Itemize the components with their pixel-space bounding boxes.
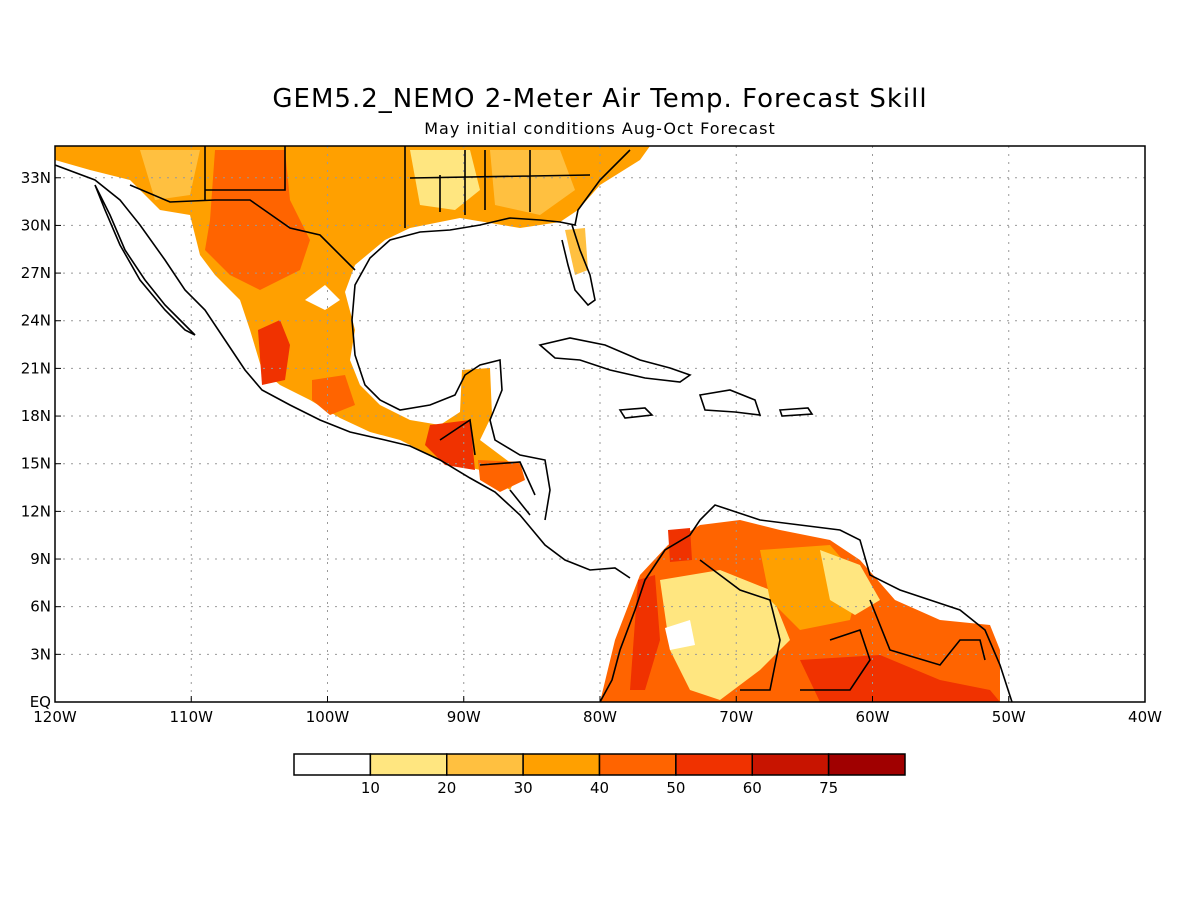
coast-south-america (599, 504, 1013, 702)
x-tick-label: 100W (306, 708, 350, 726)
skill-region-white-1 (305, 285, 340, 310)
color-bar-swatch (293, 753, 372, 776)
border-south-america (699, 559, 986, 691)
skill-region-mexico-high-3 (312, 375, 355, 415)
skill-region-pale-3 (140, 150, 200, 200)
coast-hispaniola (698, 389, 762, 416)
y-tick-label: 33N (21, 169, 51, 187)
color-bar-swatch (751, 753, 830, 776)
border-us-mexico (129, 184, 356, 271)
grid-lines (55, 146, 1145, 702)
y-tick-label: 27N (21, 264, 51, 282)
skill-region-sa-red-3 (668, 528, 692, 562)
map-subtitle: May initial conditions Aug-Oct Forecast (424, 119, 776, 138)
y-tick-label: 12N (21, 502, 51, 520)
x-tick-label: 110W (170, 708, 214, 726)
y-tick-label: 9N (30, 550, 51, 568)
skill-region-mexico-high (205, 150, 310, 290)
y-axis-ticks: EQ 3N 6N 9N 12N 15N 18N 21N 24N 27N 30N 33N (21, 169, 61, 711)
x-axis-ticks: 120W 110W 100W 90W 80W 70W 60W 50W 40W (33, 696, 1162, 726)
y-tick-label: 6N (30, 598, 51, 616)
coast-gulf (351, 149, 631, 521)
coast-florida (561, 224, 596, 307)
skill-region-florida (565, 228, 588, 275)
coast-jamaica (618, 407, 654, 419)
border-central-america (439, 418, 536, 516)
skill-region-cam-high (425, 420, 475, 470)
y-tick-label: 3N (30, 645, 51, 663)
x-tick-label: 120W (33, 708, 77, 726)
x-tick-label: 40W (1128, 708, 1162, 726)
coastlines (55, 146, 1013, 702)
color-bar-label: 30 (514, 779, 533, 797)
x-tick-label: 70W (719, 708, 753, 726)
skill-shading (55, 146, 1000, 702)
color-bar-swatch (598, 753, 677, 776)
x-tick-label: 90W (447, 708, 481, 726)
skill-region-sa-pale-2 (820, 550, 880, 615)
color-bar-swatch (446, 753, 524, 776)
coast-north-america (55, 164, 631, 579)
skill-region-pale-2 (490, 150, 575, 215)
y-tick-label: 30N (21, 216, 51, 234)
coast-baja (94, 184, 196, 336)
map-title: GEM5.2_NEMO 2-Meter Air Temp. Forecast S… (272, 84, 928, 114)
x-tick-label: 60W (856, 708, 890, 726)
skill-region-us-south (55, 146, 650, 490)
y-tick-label: EQ (30, 693, 51, 711)
skill-region-cam-mid (478, 460, 525, 492)
skill-region-sa-pale (660, 570, 790, 700)
y-tick-label: 15N (21, 455, 51, 473)
x-tick-label: 80W (583, 708, 617, 726)
color-bar-label: 40 (590, 779, 609, 797)
color-bar-swatch (522, 753, 601, 776)
border-us-states (204, 146, 591, 228)
color-bar-label: 75 (819, 779, 838, 797)
color-bar-legend: 10 20 30 40 50 60 75 (293, 753, 906, 797)
color-bar-label: 10 (361, 779, 380, 797)
color-bar-swatch (827, 753, 906, 776)
color-bar-label: 20 (437, 779, 456, 797)
skill-region-mexico-high-2 (258, 320, 290, 385)
y-tick-label: 18N (21, 407, 51, 425)
coast-puerto-rico (778, 407, 814, 417)
color-bar-label: 60 (743, 779, 762, 797)
color-bar-label: 50 (666, 779, 685, 797)
skill-region-pale-1 (410, 150, 480, 210)
color-bar-swatch (369, 753, 448, 776)
color-bar-swatch (675, 753, 753, 776)
y-tick-label: 21N (21, 359, 51, 377)
skill-region-sa-white (665, 620, 695, 650)
x-tick-label: 50W (992, 708, 1026, 726)
y-tick-label: 24N (21, 312, 51, 330)
coast-cuba (538, 337, 692, 383)
